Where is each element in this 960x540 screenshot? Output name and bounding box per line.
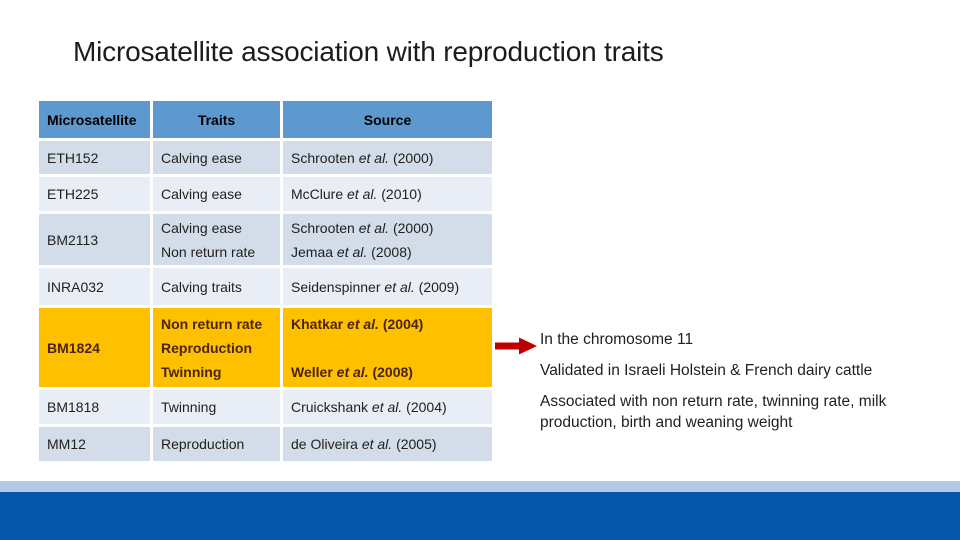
table-row: BM1818 Twinning Cruickshank et al. (2004…	[39, 390, 492, 424]
cell-source: McClure et al. (2010)	[283, 177, 492, 211]
cell-microsatellite: BM1824	[39, 308, 150, 387]
source-line: Seidenspinner et al. (2009)	[291, 278, 460, 295]
cell-traits: Reproduction	[153, 427, 280, 461]
cell-microsatellite: MM12	[39, 427, 150, 461]
source-line: Cruickshank et al. (2004)	[291, 399, 447, 415]
cell-traits: Calving ease	[153, 141, 280, 174]
cell-microsatellite: BM1818	[39, 390, 150, 424]
source-line: Khatkar et al. (2004)	[291, 315, 424, 332]
microsatellite-table: Microsatellite Traits Source ETH152 Calv…	[39, 101, 492, 464]
annotation-notes: In the chromosome 11 Validated in Israel…	[540, 329, 952, 443]
cell-source: de Oliveira et al. (2005)	[283, 427, 492, 461]
note-line: Associated with non return rate, twinnin…	[540, 393, 887, 431]
cell-traits: Calving ease Non return rate	[153, 214, 280, 265]
table-row: ETH152 Calving ease Schrooten et al. (20…	[39, 141, 492, 174]
cell-microsatellite: INRA032	[39, 268, 150, 305]
source-line: de Oliveira et al. (2005)	[291, 436, 437, 452]
cell-source: Schrooten et al. (2000)	[283, 141, 492, 174]
cell-source: Cruickshank et al. (2004)	[283, 390, 492, 424]
footer-accent-strip	[0, 481, 960, 492]
cell-traits: Twinning	[153, 390, 280, 424]
cell-traits: Calving ease	[153, 177, 280, 211]
cell-source: Schrooten et al. (2000) Jemaa et al. (20…	[283, 214, 492, 265]
column-header-traits: Traits	[153, 101, 280, 138]
cell-microsatellite: ETH225	[39, 177, 150, 211]
cell-microsatellite: ETH152	[39, 141, 150, 174]
source-line: Schrooten et al. (2000)	[291, 219, 434, 236]
source-line: Weller et al. (2008)	[291, 363, 413, 380]
source-line: Jemaa et al. (2008)	[291, 243, 412, 260]
table-header-row: Microsatellite Traits Source	[39, 101, 492, 138]
source-line-spacer	[291, 336, 492, 360]
note-line: Validated in Israeli Holstein & French d…	[540, 362, 873, 379]
table-row: MM12 Reproduction de Oliveira et al. (20…	[39, 427, 492, 461]
cell-source: Khatkar et al. (2004) Weller et al. (200…	[283, 308, 492, 387]
cell-traits: Calving traits	[153, 268, 280, 305]
column-header-source: Source	[283, 101, 492, 138]
table-row: INRA032 Calving traits Seidenspinner et …	[39, 268, 492, 305]
right-arrow-icon	[495, 337, 537, 355]
cell-traits: Non return rate Reproduction Twinning	[153, 308, 280, 387]
source-line: McClure et al. (2010)	[291, 186, 422, 202]
footer-bar	[0, 492, 960, 540]
note-line: In the chromosome 11	[540, 331, 694, 348]
table-row: ETH225 Calving ease McClure et al. (2010…	[39, 177, 492, 211]
table-row-highlighted: BM1824 Non return rate Reproduction Twin…	[39, 308, 492, 387]
cell-source: Seidenspinner et al. (2009)	[283, 268, 492, 305]
cell-microsatellite: BM2113	[39, 214, 150, 265]
source-line: Schrooten et al. (2000)	[291, 149, 434, 166]
slide-title: Microsatellite association with reproduc…	[73, 36, 664, 67]
table-row: BM2113 Calving ease Non return rate Schr…	[39, 214, 492, 265]
column-header-microsatellite: Microsatellite	[39, 101, 150, 138]
